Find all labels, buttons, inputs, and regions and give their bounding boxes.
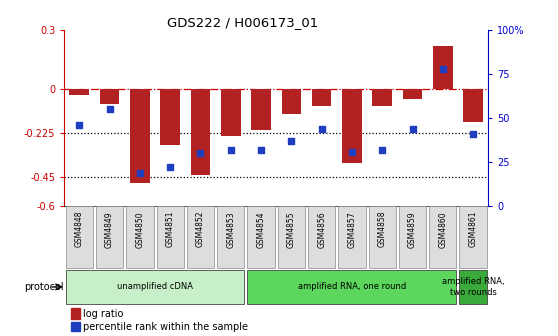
FancyBboxPatch shape xyxy=(66,269,244,304)
Bar xyxy=(221,89,240,136)
Bar xyxy=(160,89,180,145)
Text: log ratio: log ratio xyxy=(83,309,124,319)
Text: percentile rank within the sample: percentile rank within the sample xyxy=(83,322,248,332)
Point xyxy=(317,126,326,131)
Text: GSM4853: GSM4853 xyxy=(227,211,235,248)
Point xyxy=(227,147,235,153)
Bar xyxy=(69,89,89,95)
Text: GSM4849: GSM4849 xyxy=(105,211,114,248)
Bar xyxy=(281,89,301,114)
Bar xyxy=(70,308,80,319)
FancyBboxPatch shape xyxy=(157,206,184,267)
Point xyxy=(257,147,266,153)
Text: protocol: protocol xyxy=(25,282,64,292)
Bar xyxy=(342,89,362,163)
Point xyxy=(105,107,114,112)
Text: unamplified cDNA: unamplified cDNA xyxy=(117,283,193,291)
FancyBboxPatch shape xyxy=(459,269,487,304)
FancyBboxPatch shape xyxy=(187,206,214,267)
Text: GSM4852: GSM4852 xyxy=(196,211,205,248)
FancyBboxPatch shape xyxy=(66,206,93,267)
Text: GSM4856: GSM4856 xyxy=(317,211,326,248)
FancyBboxPatch shape xyxy=(96,206,123,267)
Title: GDS222 / H006173_01: GDS222 / H006173_01 xyxy=(167,16,318,29)
FancyBboxPatch shape xyxy=(247,206,275,267)
FancyBboxPatch shape xyxy=(338,206,365,267)
Bar xyxy=(433,46,453,89)
Text: amplified RNA,
two rounds: amplified RNA, two rounds xyxy=(442,277,504,297)
Point xyxy=(136,170,145,175)
Text: GSM4860: GSM4860 xyxy=(439,211,448,248)
Bar xyxy=(191,89,210,175)
Bar xyxy=(403,89,422,98)
Text: GSM4851: GSM4851 xyxy=(166,211,175,248)
Point xyxy=(287,138,296,144)
Text: GSM4858: GSM4858 xyxy=(378,211,387,248)
Text: GSM4848: GSM4848 xyxy=(75,211,84,248)
FancyBboxPatch shape xyxy=(429,206,456,267)
Bar xyxy=(70,322,80,331)
FancyBboxPatch shape xyxy=(217,206,244,267)
FancyBboxPatch shape xyxy=(399,206,426,267)
FancyBboxPatch shape xyxy=(369,206,396,267)
Bar xyxy=(372,89,392,107)
FancyBboxPatch shape xyxy=(459,206,487,267)
Bar xyxy=(312,89,331,107)
Text: GSM4859: GSM4859 xyxy=(408,211,417,248)
Text: GSM4850: GSM4850 xyxy=(136,211,145,248)
Bar xyxy=(463,89,483,122)
Bar xyxy=(130,89,150,182)
Point xyxy=(439,66,448,72)
Point xyxy=(196,151,205,156)
FancyBboxPatch shape xyxy=(308,206,335,267)
Text: GSM4855: GSM4855 xyxy=(287,211,296,248)
Point xyxy=(469,131,478,137)
Point xyxy=(378,147,387,153)
FancyBboxPatch shape xyxy=(126,206,153,267)
Bar xyxy=(251,89,271,130)
Point xyxy=(348,149,357,154)
Point xyxy=(408,126,417,131)
Text: amplified RNA, one round: amplified RNA, one round xyxy=(298,283,406,291)
FancyBboxPatch shape xyxy=(247,269,456,304)
Point xyxy=(166,165,175,170)
Text: GSM4854: GSM4854 xyxy=(257,211,266,248)
Text: GSM4857: GSM4857 xyxy=(348,211,357,248)
Point xyxy=(75,123,84,128)
Bar xyxy=(100,89,119,104)
Text: GSM4861: GSM4861 xyxy=(469,211,478,248)
FancyBboxPatch shape xyxy=(278,206,305,267)
